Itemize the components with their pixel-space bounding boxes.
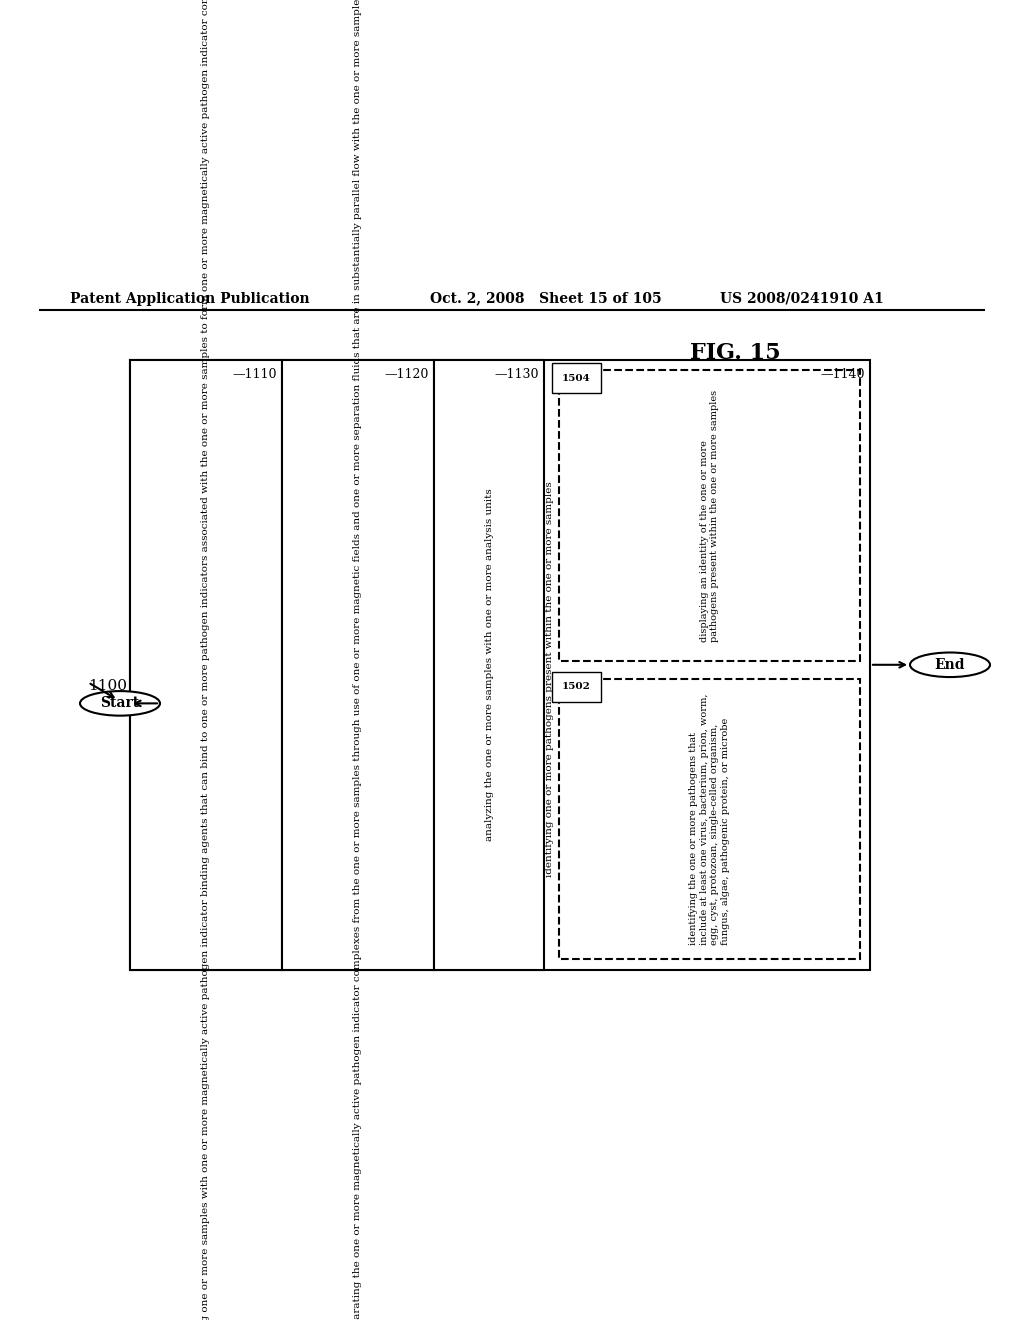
Text: FIG. 15: FIG. 15 — [690, 342, 780, 363]
FancyBboxPatch shape — [130, 359, 870, 970]
Text: —1120: —1120 — [385, 368, 429, 381]
Text: combining one or more samples with one or more magnetically active pathogen indi: combining one or more samples with one o… — [202, 0, 211, 1320]
Text: identifying one or more pathogens present within the one or more samples: identifying one or more pathogens presen… — [545, 480, 554, 876]
Ellipse shape — [910, 652, 990, 677]
Text: Oct. 2, 2008   Sheet 15 of 105: Oct. 2, 2008 Sheet 15 of 105 — [430, 292, 662, 305]
FancyBboxPatch shape — [434, 359, 544, 970]
FancyBboxPatch shape — [282, 359, 434, 970]
FancyBboxPatch shape — [130, 359, 282, 970]
FancyBboxPatch shape — [559, 370, 860, 661]
FancyBboxPatch shape — [559, 678, 860, 960]
Text: analyzing the one or more samples with one or more analysis units: analyzing the one or more samples with o… — [484, 488, 494, 841]
Text: displaying an identity of the one or more
pathogens present within the one or mo: displaying an identity of the one or mor… — [699, 389, 719, 642]
Text: —1140: —1140 — [820, 368, 865, 381]
Text: 1502: 1502 — [562, 682, 591, 692]
Text: —1130: —1130 — [495, 368, 539, 381]
Text: 1504: 1504 — [562, 374, 591, 383]
Text: separating the one or more magnetically active pathogen indicator complexes from: separating the one or more magnetically … — [353, 0, 362, 1320]
Text: End: End — [935, 657, 966, 672]
Text: identifying the one or more pathogens that
include at least one virus, bacterium: identifying the one or more pathogens th… — [689, 693, 729, 945]
Text: US 2008/0241910 A1: US 2008/0241910 A1 — [720, 292, 884, 305]
Text: —1110: —1110 — [232, 368, 278, 381]
Ellipse shape — [80, 692, 160, 715]
Text: Start: Start — [100, 697, 139, 710]
Text: Patent Application Publication: Patent Application Publication — [70, 292, 309, 305]
Text: 1100: 1100 — [88, 678, 127, 693]
